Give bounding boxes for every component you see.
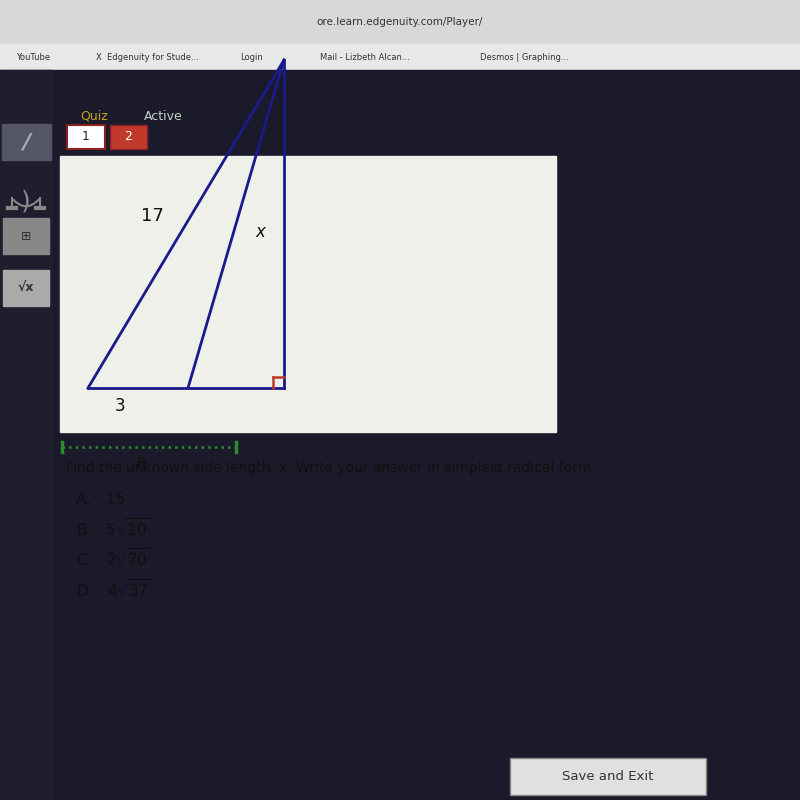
Bar xyxy=(3,270,49,306)
Bar xyxy=(60,156,556,432)
FancyBboxPatch shape xyxy=(110,125,147,149)
Text: 3: 3 xyxy=(114,397,126,414)
Bar xyxy=(0,0,800,44)
Text: A.   15: A. 15 xyxy=(76,493,125,507)
Text: ): ) xyxy=(21,190,31,214)
Text: Mail - Lizbeth Alcan...: Mail - Lizbeth Alcan... xyxy=(320,53,410,62)
Bar xyxy=(0,70,52,800)
Text: /: / xyxy=(22,133,30,153)
Text: ⊞: ⊞ xyxy=(21,230,31,243)
Text: ore.learn.edgenuity.com/Player/: ore.learn.edgenuity.com/Player/ xyxy=(317,18,483,27)
Text: Save and Exit: Save and Exit xyxy=(562,770,654,783)
Text: Active: Active xyxy=(144,110,182,122)
Text: Find the unknown side length, x. Write your answer in simplest radical form.: Find the unknown side length, x. Write y… xyxy=(66,461,595,475)
Text: X  Edgenuity for Stude...: X Edgenuity for Stude... xyxy=(96,53,199,62)
Text: 2: 2 xyxy=(125,130,132,143)
Text: YouTube: YouTube xyxy=(16,53,50,62)
Text: Login: Login xyxy=(240,53,262,62)
Text: 1: 1 xyxy=(82,130,90,143)
Text: Quiz: Quiz xyxy=(80,110,108,122)
Text: C.   $2\sqrt{70}$: C. $2\sqrt{70}$ xyxy=(76,547,150,570)
Text: √x: √x xyxy=(18,282,34,294)
FancyBboxPatch shape xyxy=(67,125,105,149)
FancyBboxPatch shape xyxy=(510,758,706,795)
Text: Desmos | Graphing...: Desmos | Graphing... xyxy=(480,53,569,62)
Text: 8: 8 xyxy=(136,456,146,474)
Bar xyxy=(0,44,800,70)
Bar xyxy=(2,124,51,160)
Text: D.   $4\sqrt{37}$: D. $4\sqrt{37}$ xyxy=(76,578,151,600)
Text: x: x xyxy=(255,223,265,241)
Text: 17: 17 xyxy=(141,207,164,225)
Bar xyxy=(3,218,49,254)
Text: B.   $5\sqrt{10}$: B. $5\sqrt{10}$ xyxy=(76,517,150,539)
